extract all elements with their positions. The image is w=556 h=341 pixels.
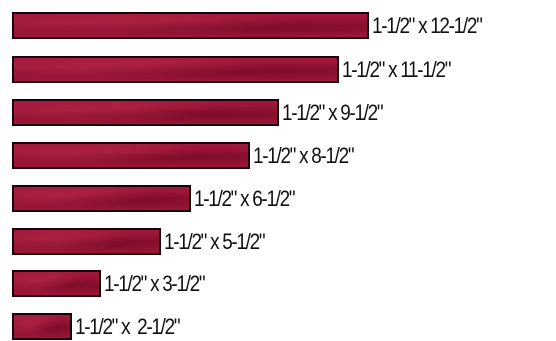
strip-row: 1-1/2" x 8-1/2" <box>12 142 370 169</box>
strip-label: 1-1/2" x 3-1/2" <box>104 271 206 296</box>
strip-row: 1-1/2" x 5-1/2" <box>12 228 281 255</box>
fabric-strip-5-1-2 <box>12 228 161 255</box>
strip-row: 1-1/2" x 2-1/2" <box>12 313 196 340</box>
strip-label: 1-1/2" x 11-1/2" <box>342 57 451 82</box>
fabric-strip-8-1-2 <box>12 142 250 169</box>
strip-label: 1-1/2" x 6-1/2" <box>194 186 296 211</box>
fabric-strip-12-1-2 <box>12 12 369 39</box>
fabric-strip-11-1-2 <box>12 56 339 83</box>
strip-label: 1-1/2" x 12-1/2" <box>372 13 483 38</box>
fabric-strip-2-1-2 <box>12 313 72 340</box>
strip-label: 1-1/2" x 8-1/2" <box>253 143 355 168</box>
fabric-strip-6-1-2 <box>12 185 191 212</box>
strip-row: 1-1/2" x 12-1/2" <box>12 12 499 39</box>
strip-row: 1-1/2" x 6-1/2" <box>12 185 311 212</box>
strip-row: 1-1/2" x 9-1/2" <box>12 99 399 126</box>
strip-label: 1-1/2" x 5-1/2" <box>164 229 266 254</box>
strip-row: 1-1/2" x 11-1/2" <box>12 56 468 83</box>
fabric-strip-3-1-2 <box>12 270 101 297</box>
strip-label: 1-1/2" x 9-1/2" <box>282 100 384 125</box>
fabric-strip-9-1-2 <box>12 99 279 126</box>
strip-label: 1-1/2" x 2-1/2" <box>75 314 181 339</box>
strip-row: 1-1/2" x 3-1/2" <box>12 270 221 297</box>
